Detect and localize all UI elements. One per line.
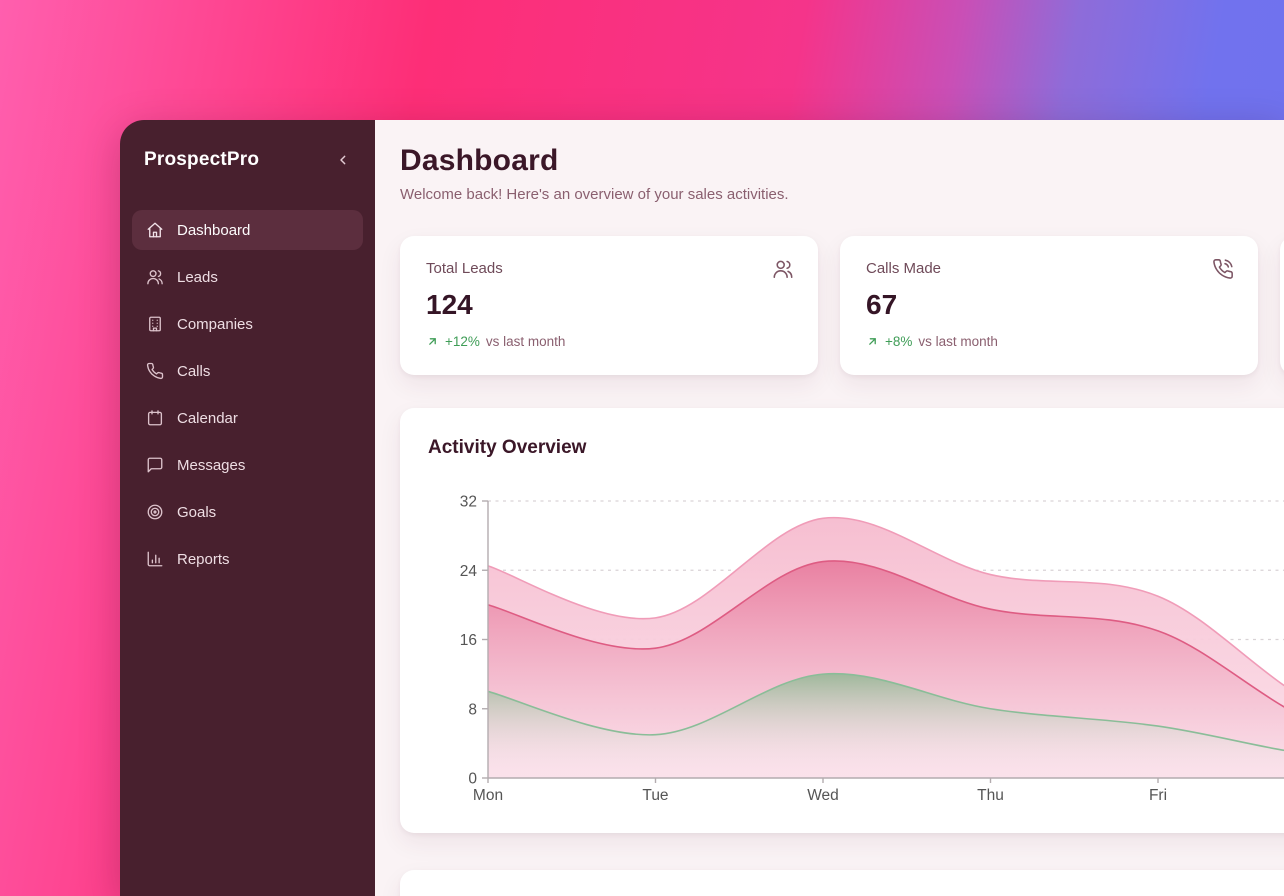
bar-chart-icon [146, 550, 164, 568]
stat-card-trend: +12% vs last month [426, 334, 794, 349]
activity-overview-chart: 08162432MonTueWedThuFriSatSun [460, 494, 1284, 804]
stat-card-label: Calls Made [866, 260, 942, 277]
trend-suffix: vs last month [485, 334, 566, 349]
sidebar-item-goals[interactable]: Goals [132, 492, 363, 532]
sidebar-item-dashboard[interactable]: Dashboard [132, 210, 363, 250]
sidebar-nav: Dashboard Leads Companies Calls Calendar Mess… [132, 210, 363, 586]
target-icon [146, 503, 164, 521]
sidebar-item-messages[interactable]: Messages [132, 445, 363, 485]
svg-text:Fri: Fri [1149, 787, 1167, 804]
svg-text:Thu: Thu [977, 787, 1004, 804]
sidebar-item-label: Dashboard [177, 221, 251, 239]
svg-text:8: 8 [468, 701, 477, 718]
sidebar-item-reports[interactable]: Reports [132, 539, 363, 579]
building-icon [146, 315, 164, 333]
stat-card-value: 124 [426, 289, 473, 320]
sidebar-item-label: Goals [177, 503, 217, 521]
message-icon [146, 456, 164, 474]
sidebar-item-label: Calendar [177, 409, 238, 427]
sidebar-item-label: Reports [177, 550, 230, 568]
sidebar-item-companies[interactable]: Companies [132, 304, 363, 344]
stat-card-value: 67 [866, 289, 898, 320]
activity-overview-card: 08162432MonTueWedThuFriSatSun Activity O… [400, 408, 1284, 833]
sidebar-item-calls[interactable]: Calls [132, 351, 363, 391]
sidebar-item-leads[interactable]: Leads [132, 257, 363, 297]
app-window: ProspectPro Dashboard Leads Companies Calls… [120, 120, 1284, 896]
sidebar-item-label: Calls [177, 362, 211, 380]
trend-delta: +12% [445, 334, 480, 349]
chevron-left-icon [335, 152, 351, 168]
sidebar-header: ProspectPro [132, 148, 363, 172]
users-icon [146, 268, 164, 286]
sidebar-item-calendar[interactable]: Calendar [132, 398, 363, 438]
trend-suffix: vs last month [918, 334, 998, 349]
phone-call-icon [1212, 258, 1234, 280]
svg-text:24: 24 [460, 563, 478, 580]
svg-text:0: 0 [468, 771, 477, 788]
sidebar-item-label: Messages [177, 456, 246, 474]
stat-cards-row: Total Leads 124 +12% vs last month Calls Mad… [400, 236, 1284, 375]
phone-icon [146, 362, 164, 380]
chart-title: Activity Overview [428, 437, 587, 458]
svg-text:Tue: Tue [642, 787, 668, 804]
trend-up-icon [866, 335, 879, 348]
bottom-card [400, 870, 1284, 896]
sidebar-collapse-button[interactable] [331, 148, 355, 172]
stat-card-trend: +8% vs last month [866, 334, 1234, 349]
stat-card-clipped [1280, 236, 1284, 375]
sidebar-item-label: Companies [177, 315, 253, 333]
brand-logo: ProspectPro [144, 149, 260, 170]
stat-card-label: Total Leads [426, 260, 503, 277]
stat-card: Total Leads 124 +12% vs last month [400, 236, 818, 375]
home-icon [146, 221, 164, 239]
calendar-icon [146, 409, 164, 427]
trend-delta: +8% [885, 334, 913, 349]
sidebar-item-label: Leads [177, 268, 218, 286]
trend-up-icon [426, 335, 439, 348]
main-content: Dashboard Welcome back! Here's an overvi… [375, 120, 1284, 896]
page-subtitle: Welcome back! Here's an overview of your… [400, 186, 789, 203]
svg-text:16: 16 [460, 632, 477, 649]
page-title: Dashboard [400, 144, 559, 177]
stat-card: Calls Made 67 +8% vs last month [840, 236, 1258, 375]
sidebar: ProspectPro Dashboard Leads Companies Calls… [120, 120, 375, 896]
svg-text:Mon: Mon [473, 787, 503, 804]
svg-text:32: 32 [460, 494, 477, 511]
svg-text:Wed: Wed [807, 787, 839, 804]
users-icon [772, 258, 794, 280]
